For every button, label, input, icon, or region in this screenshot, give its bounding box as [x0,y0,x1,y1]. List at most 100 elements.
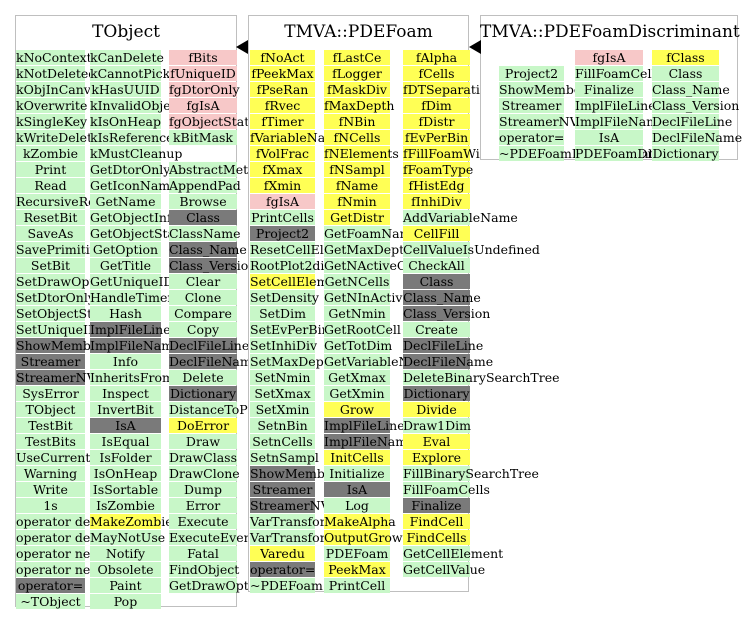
member-cell: GetName [90,194,161,209]
member-cell: fNElements [324,146,399,161]
member-cell: SysError [16,386,85,401]
member-cell: Class_Version [403,306,491,321]
member-cell: fVariableNames [250,130,351,145]
member-cell: 1s [16,498,85,513]
member-cell: fPeekMax [250,66,315,81]
member-cell: Copy [169,322,237,337]
member-cell: GetXmax [324,370,390,385]
inheritance-arrow-icon [236,40,248,54]
member-cell: Info [90,354,161,369]
member-cell: ~TObject [16,594,85,609]
member-cell: StreamerNVirtual [499,114,613,129]
member-cell: fFillFoamWithOrigWeights [403,146,572,161]
member-cell: Print [16,162,85,177]
member-cell: Finalize [575,82,643,97]
member-cell: GetNmin [324,306,390,321]
class-title: TMVA::PDEFoamDiscriminant [480,22,740,42]
member-cell: fgIsA [575,50,643,65]
member-cell: TestBit [16,418,85,433]
member-cell: kSingleKey [16,114,88,129]
member-cell: SetDrawOption [16,274,114,289]
member-cell: ~PDEFoam [250,578,323,593]
member-cell: fEvPerBin [403,130,470,145]
member-cell: ShowMembers [250,466,345,481]
member-cell: SetDim [250,306,315,321]
member-cell: MakeZombie [90,514,173,529]
member-cell: fgDtorOnly [169,82,240,97]
member-cell: StreamerNVirtual [16,370,130,385]
member-cell: IsA [90,418,161,433]
member-cell: fAlpha [403,50,470,65]
member-cell: fName [324,178,390,193]
member-cell: DeclFileLine [169,338,250,353]
member-cell: Class_Name [403,290,481,305]
member-cell: kNoContextMenu [16,50,128,65]
member-cell: FillBinarySearchTree [403,466,539,481]
member-cell [169,146,237,161]
member-cell: fInhiDiv [403,194,470,209]
member-cell: Write [16,482,85,497]
member-cell: GetObjectStat [90,226,181,241]
member-cell: ResetBit [16,210,85,225]
member-cell: fUniqueID [169,66,237,81]
member-cell: Class [403,274,470,289]
member-cell: ShowMembers [499,82,594,97]
member-cell: GetOption [90,242,161,257]
member-cell: Notify [90,546,161,561]
member-cell: operator= [16,578,85,593]
member-cell: kCannotPick [90,66,171,81]
member-cell: Eval [403,434,470,449]
member-cell: fMaxDepth [324,98,395,113]
member-cell: DistanceToPrimitive [169,402,297,417]
member-cell: kOverwrite [16,98,88,113]
member-cell: DrawClass [169,450,237,465]
member-cell: fNBin [324,114,390,129]
member-cell: fNSampl [324,162,390,177]
member-cell: OutputGrow [324,530,403,545]
member-cell: SetEvPerBin [250,322,330,337]
member-cell: operator= [250,562,316,577]
member-cell: Grow [324,402,390,417]
member-cell: Finalize [403,498,470,513]
member-cell: Class [652,66,719,81]
member-cell: ImplFileName [575,114,666,129]
member-cell: operator delete[] [16,530,124,545]
member-cell: fNCells [324,130,390,145]
member-cell: kObjInCanvas [16,82,105,97]
member-cell: Streamer [499,98,564,113]
member-cell: GetFoamName [324,226,419,241]
member-cell: kBitMask [169,130,237,145]
member-cell: IsOnHeap [90,466,161,481]
member-cell: ResetCellElements [250,242,370,257]
member-cell: fgIsA [169,98,237,113]
member-cell: AddVariableName [403,210,518,225]
member-cell: GetUniqueID [90,274,174,289]
member-cell: GetNInActiveCells [324,290,442,305]
member-cell: GetCellElement [403,546,504,561]
member-cell: IsSortable [90,482,161,497]
member-cell: GetVariableName [324,354,437,369]
member-cell: kInvalidObject [90,98,183,113]
member-cell: Class_Name [652,82,730,97]
member-cell: Clear [169,274,237,289]
member-cell: Explore [403,450,470,465]
member-cell: ImplFileLine [324,418,405,433]
member-cell: Divide [403,402,470,417]
member-cell: fgObjectStat [169,114,250,129]
member-cell: Class [169,210,237,225]
member-cell: ExecuteEvent [169,530,257,545]
member-cell: ClassName [169,226,241,241]
member-cell: SetnSampl [250,450,319,465]
member-cell: Error [169,498,237,513]
member-cell: Paint [90,578,161,593]
member-cell: Dictionary [403,386,470,401]
member-cell: SetCellElement [250,274,349,289]
member-cell: SavePrimitive [16,242,105,257]
member-cell: fDim [403,98,470,113]
member-cell: operator delete [16,514,115,529]
member-cell: PrintCell [324,578,390,593]
member-cell: kNotDeleted [16,66,97,81]
class-title: TMVA::PDEFoam [284,22,433,42]
member-cell: Class_Name [169,242,247,257]
member-cell: kIsOnHeap [90,114,161,129]
